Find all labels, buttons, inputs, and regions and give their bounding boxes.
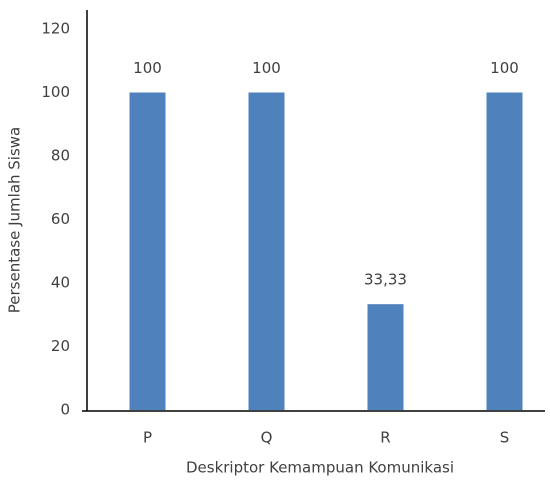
y-axis-title: Persentase Jumlah Siswa <box>6 127 24 313</box>
y-tick-label: 0 <box>60 401 70 419</box>
bar <box>367 304 404 410</box>
x-tick-label: P <box>143 429 152 447</box>
value-label: 100 <box>133 59 162 77</box>
value-label: 100 <box>490 59 519 77</box>
value-label: 100 <box>252 59 281 77</box>
x-axis-title: Deskriptor Kemampuan Komunikasi <box>186 459 454 477</box>
y-tick-label: 20 <box>51 337 70 355</box>
value-label: 33,33 <box>364 271 407 289</box>
y-tick-label: 60 <box>51 210 70 228</box>
y-tick-label: 100 <box>41 83 70 101</box>
y-tick-label: 80 <box>51 147 70 165</box>
bar <box>486 92 523 410</box>
x-tick-label: R <box>380 429 390 447</box>
y-tick-label: 120 <box>41 20 70 38</box>
bar <box>248 92 285 410</box>
x-tick-label: Q <box>261 429 273 447</box>
y-tick-label: 40 <box>51 274 70 292</box>
x-tick-label: S <box>500 429 510 447</box>
bar <box>129 92 166 410</box>
